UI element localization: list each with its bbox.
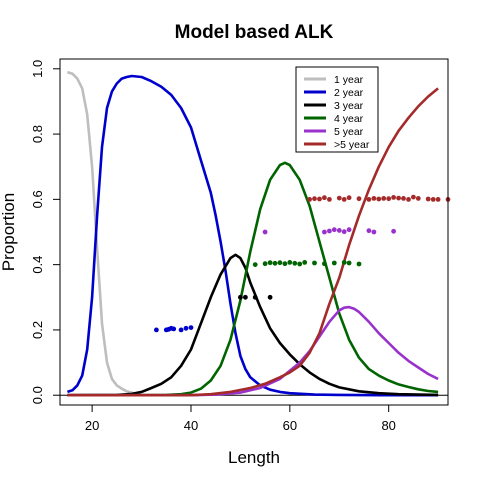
observed-point-gt5-year: [367, 197, 372, 202]
observed-point-5-year: [327, 229, 332, 234]
observed-points: [154, 195, 450, 333]
observed-point-4-year: [263, 261, 268, 266]
observed-point-3-year: [238, 295, 243, 300]
y-axis-title: Proportion: [0, 193, 18, 271]
observed-point-gt5-year: [307, 197, 312, 202]
observed-point-gt5-year: [357, 196, 362, 201]
plot-area: [67, 72, 450, 395]
y-tick-label: 0.4: [30, 256, 45, 274]
y-tick-label: 0.6: [30, 190, 45, 208]
x-tick-label: 20: [85, 418, 99, 433]
observed-point-gt5-year: [312, 196, 317, 201]
observed-point-4-year: [273, 261, 278, 266]
legend-label-4-year: 4 year: [334, 113, 364, 125]
observed-point-gt5-year: [372, 196, 377, 201]
observed-point-5-year: [332, 227, 337, 232]
series-line-3-year: [67, 255, 438, 395]
x-tick-label: 80: [381, 418, 395, 433]
axes: 20 40 60 80 0.0 0.2 0.4 0.6 0.8 1.0: [30, 60, 448, 433]
observed-point-2-year: [184, 326, 189, 331]
observed-point-3-year: [268, 295, 273, 300]
y-tick-label: 0.0: [30, 386, 45, 404]
observed-point-3-year: [253, 295, 258, 300]
x-tick-label: 60: [283, 418, 297, 433]
observed-point-gt5-year: [426, 197, 431, 202]
y-tick-label: 0.8: [30, 125, 45, 143]
observed-point-gt5-year: [376, 197, 381, 202]
observed-point-2-year: [179, 328, 184, 333]
observed-point-5-year: [372, 230, 377, 235]
observed-point-4-year: [278, 260, 283, 265]
series-lines: [67, 72, 438, 395]
y-tick-label: 0.2: [30, 321, 45, 339]
observed-point-2-year: [154, 328, 159, 333]
observed-point-5-year: [367, 228, 372, 233]
observed-point-4-year: [297, 262, 302, 267]
observed-point-3-year: [243, 295, 248, 300]
observed-point-gt5-year: [431, 197, 436, 202]
observed-point-2-year: [189, 325, 194, 330]
observed-point-4-year: [312, 261, 317, 266]
observed-point-4-year: [357, 262, 362, 267]
observed-point-4-year: [342, 260, 347, 265]
legend-label-2-year: 2 year: [334, 87, 364, 99]
observed-point-gt5-year: [401, 196, 406, 201]
series-line-5-year: [67, 307, 438, 395]
observed-point-gt5-year: [406, 197, 411, 202]
observed-point-gt5-year: [436, 197, 441, 202]
legend-label-5-year: 5 year: [334, 126, 364, 138]
y-tick-label: 1.0: [30, 60, 45, 78]
observed-point-5-year: [342, 229, 347, 234]
observed-point-4-year: [287, 260, 292, 265]
legend-label-1-year: 1 year: [334, 74, 364, 86]
x-axis-title: Length: [228, 448, 280, 467]
observed-point-4-year: [253, 262, 258, 267]
observed-point-5-year: [391, 229, 396, 234]
x-tick-label: 40: [184, 418, 198, 433]
observed-point-2-year: [171, 327, 176, 332]
chart-title: Model based ALK: [175, 22, 334, 43]
observed-point-gt5-year: [342, 197, 347, 202]
observed-point-gt5-year: [386, 196, 391, 201]
observed-point-4-year: [332, 261, 337, 266]
observed-point-gt5-year: [317, 197, 322, 202]
legend-label-gt5-year: >5 year: [334, 139, 370, 151]
observed-point-4-year: [322, 261, 327, 266]
observed-point-5-year: [263, 230, 268, 235]
observed-point-gt5-year: [396, 196, 401, 201]
observed-point-gt5-year: [411, 195, 416, 200]
observed-point-5-year: [337, 228, 342, 233]
observed-point-gt5-year: [322, 195, 327, 200]
observed-point-5-year: [322, 230, 327, 235]
observed-point-gt5-year: [337, 196, 342, 201]
observed-point-gt5-year: [391, 195, 396, 200]
observed-point-gt5-year: [416, 196, 421, 201]
observed-point-4-year: [283, 261, 288, 266]
observed-point-4-year: [268, 260, 273, 265]
observed-point-gt5-year: [347, 195, 352, 200]
legend-label-3-year: 3 year: [334, 100, 364, 112]
observed-point-4-year: [347, 261, 352, 266]
observed-point-4-year: [302, 260, 307, 265]
observed-point-4-year: [292, 261, 297, 266]
observed-point-gt5-year: [381, 196, 386, 201]
observed-point-gt5-year: [327, 197, 332, 202]
observed-point-5-year: [347, 227, 352, 232]
